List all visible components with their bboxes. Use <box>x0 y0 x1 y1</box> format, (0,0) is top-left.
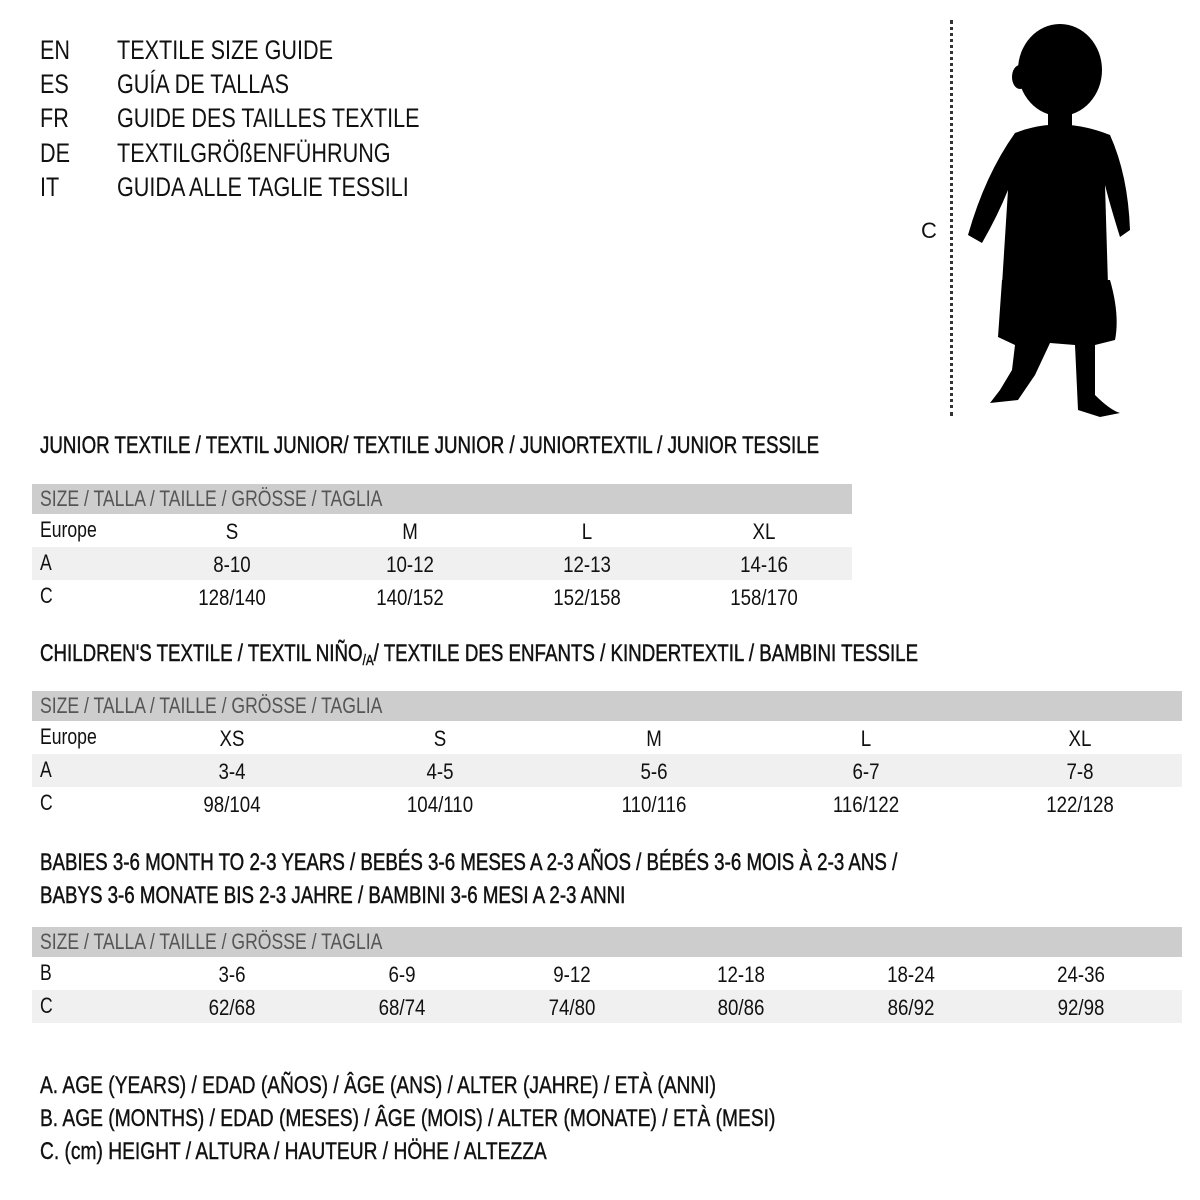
legend-text: B. AGE (MONTHS) / EDAD (MESES) / ÂGE (MO… <box>40 1105 776 1132</box>
legend-a: A. AGE (YEARS) / EDAD (AÑOS) / ÂGE (ANS)… <box>40 1072 885 1100</box>
table-cell: 5-6 <box>640 759 668 784</box>
legend-text: C. (cm) HEIGHT / ALTURA / HAUTEUR / HÖHE… <box>40 1138 547 1165</box>
table-cell: 12-13 <box>563 552 611 577</box>
lang-code: DE <box>40 138 71 168</box>
table-cell: 4-5 <box>426 759 454 784</box>
table-cell: 140/152 <box>376 585 444 610</box>
title-text: GUIDA ALLE TAGLIE TESSILI <box>117 172 409 202</box>
header-label: SIZE / TALLA / TAILLE / GRÖSSE / TAGLIA <box>40 693 383 718</box>
table-cell: 8-10 <box>213 552 251 577</box>
row-label: C <box>40 583 53 608</box>
table-row: C 98/104 104/110 110/116 116/122 122/128 <box>32 787 1182 820</box>
table-cell: 152/158 <box>553 585 621 610</box>
row-label: B <box>40 960 52 985</box>
table-row: C 62/68 68/74 74/80 80/86 86/92 92/98 <box>32 990 1182 1023</box>
child-silhouette-icon <box>968 24 1130 417</box>
babies-heading-2: BABYS 3-6 MONATE BIS 2-3 JAHRE / BAMBINI… <box>40 882 790 910</box>
table-cell: 9-12 <box>553 962 591 987</box>
table-header-row: SIZE / TALLA / TAILLE / GRÖSSE / TAGLIA <box>32 691 1182 721</box>
table-cell: 86/92 <box>887 995 935 1020</box>
table-cell: 6-9 <box>388 962 416 987</box>
table-cell: 14-16 <box>740 552 788 577</box>
children-heading: CHILDREN'S TEXTILE / TEXTIL NIÑO/A / TEX… <box>40 640 1166 670</box>
lang-code: EN <box>40 35 71 65</box>
table-cell: S <box>225 519 239 544</box>
heading-part: / TEXTILE DES ENFANTS / KINDERTEXTIL / B… <box>373 640 919 668</box>
title-text: TEXTILGRÖßENFÜHRUNG <box>117 138 391 168</box>
table-row: A 3-4 4-5 5-6 6-7 7-8 <box>32 754 1182 787</box>
header-label: SIZE / TALLA / TAILLE / GRÖSSE / TAGLIA <box>40 486 383 511</box>
table-cell: XL <box>752 519 776 544</box>
table-cell: 80/86 <box>717 995 765 1020</box>
legend-c: C. (cm) HEIGHT / ALTURA / HAUTEUR / HÖHE… <box>40 1138 673 1166</box>
table-row: Europe XS S M L XL <box>32 721 1182 754</box>
lang-code: IT <box>40 172 60 202</box>
table-cell: L <box>860 726 872 751</box>
table-row: A 8-10 10-12 12-13 14-16 <box>32 547 852 580</box>
height-label: C <box>921 218 937 243</box>
table-cell: M <box>646 726 662 751</box>
row-label: A <box>40 757 52 782</box>
title-text: GUIDE DES TAILLES TEXTILE <box>117 103 420 133</box>
table-row: B 3-6 6-9 9-12 12-18 18-24 24-36 <box>32 957 1182 990</box>
table-cell: 122/128 <box>1046 792 1114 817</box>
lang-code: ES <box>40 69 69 99</box>
babies-size-table: SIZE / TALLA / TAILLE / GRÖSSE / TAGLIA B… <box>32 927 1182 1023</box>
table-cell: 6-7 <box>852 759 880 784</box>
table-cell: 24-36 <box>1057 962 1105 987</box>
header-label: SIZE / TALLA / TAILLE / GRÖSSE / TAGLIA <box>40 929 383 954</box>
children-size-table: SIZE / TALLA / TAILLE / GRÖSSE / TAGLIA E… <box>32 691 1182 820</box>
table-cell: 110/116 <box>621 792 687 817</box>
heading-part: CHILDREN'S TEXTILE / TEXTIL NIÑO <box>40 640 363 668</box>
table-cell: 3-4 <box>218 759 246 784</box>
table-header-row: SIZE / TALLA / TAILLE / GRÖSSE / TAGLIA <box>32 927 1182 957</box>
row-label: C <box>40 993 53 1018</box>
table-cell: 10-12 <box>386 552 434 577</box>
heading-subscript: /A <box>362 652 374 670</box>
table-cell: 12-18 <box>717 962 765 987</box>
junior-size-table: SIZE / TALLA / TAILLE / GRÖSSE / TAGLIA E… <box>32 484 852 613</box>
row-label: Europe <box>40 724 97 749</box>
title-text: TEXTILE SIZE GUIDE <box>117 35 334 65</box>
babies-heading-1: BABIES 3-6 MONTH TO 2-3 YEARS / BEBÉS 3-… <box>40 849 1139 877</box>
table-cell: 116/122 <box>832 792 900 817</box>
table-cell: 7-8 <box>1066 759 1094 784</box>
heading-text: BABYS 3-6 MONATE BIS 2-3 JAHRE / BAMBINI… <box>40 882 626 910</box>
table-cell: 104/110 <box>406 792 474 817</box>
table-cell: L <box>581 519 593 544</box>
heading-text: CHILDREN'S TEXTILE / TEXTIL NIÑO/A / TEX… <box>40 640 919 670</box>
table-cell: XS <box>219 726 245 751</box>
legend-b: B. AGE (MONTHS) / EDAD (MESES) / ÂGE (MO… <box>40 1105 959 1133</box>
table-cell: 68/74 <box>378 995 426 1020</box>
height-dotted-line <box>950 20 953 416</box>
table-cell: 128/140 <box>198 585 266 610</box>
table-cell: 3-6 <box>218 962 246 987</box>
heading-text: BABIES 3-6 MONTH TO 2-3 YEARS / BEBÉS 3-… <box>40 849 898 877</box>
table-cell: M <box>402 519 418 544</box>
heading-text: JUNIOR TEXTILE / TEXTIL JUNIOR/ TEXTILE … <box>40 432 820 460</box>
junior-heading: JUNIOR TEXTILE / TEXTIL JUNIOR/ TEXTILE … <box>40 432 1039 460</box>
table-cell: S <box>433 726 447 751</box>
table-cell: 62/68 <box>208 995 256 1020</box>
lang-code: FR <box>40 103 69 133</box>
row-label: Europe <box>40 517 97 542</box>
table-row: Europe S M L XL <box>32 514 852 547</box>
table-cell: 92/98 <box>1057 995 1105 1020</box>
table-cell: 98/104 <box>203 792 261 817</box>
row-label: A <box>40 550 52 575</box>
row-label: C <box>40 790 53 815</box>
table-row: C 128/140 140/152 152/158 158/170 <box>32 580 852 613</box>
table-cell: 74/80 <box>548 995 596 1020</box>
table-header-row: SIZE / TALLA / TAILLE / GRÖSSE / TAGLIA <box>32 484 852 514</box>
table-cell: 18-24 <box>887 962 935 987</box>
table-cell: XL <box>1068 726 1092 751</box>
table-cell: 158/170 <box>730 585 798 610</box>
legend-text: A. AGE (YEARS) / EDAD (AÑOS) / ÂGE (ANS)… <box>40 1072 717 1099</box>
title-text: GUÍA DE TALLAS <box>117 69 290 99</box>
